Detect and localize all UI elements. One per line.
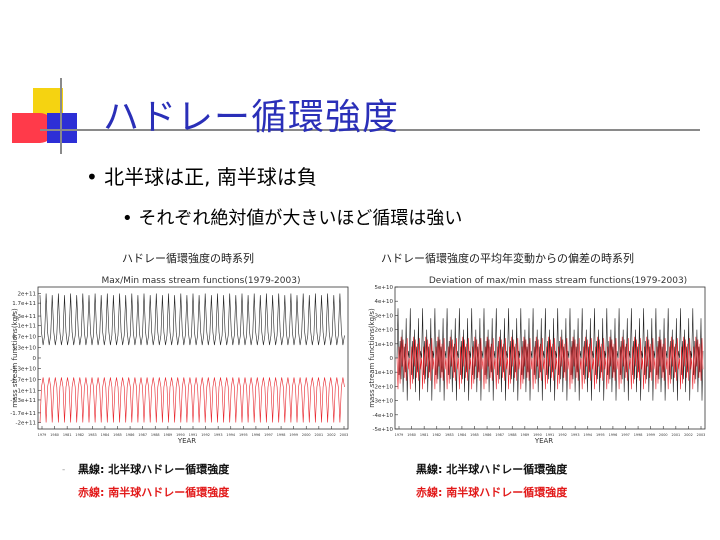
- y-tick-label: -3.3e+10: [10, 367, 36, 373]
- x-tick-label: 1983: [445, 433, 454, 437]
- y-tick-label: 2e+10: [375, 328, 394, 334]
- y-tick-label: -3e+10: [373, 399, 394, 405]
- decor-blue-square: [47, 113, 77, 143]
- x-tick-label: 1996: [252, 433, 261, 437]
- y-tick-label: 3.3e+10: [12, 345, 36, 351]
- plot-frame: [37, 286, 349, 430]
- x-axis-label: YEAR: [177, 437, 196, 445]
- x-tick-label: 1990: [533, 433, 542, 437]
- x-tick-label: 1997: [621, 433, 630, 437]
- x-tick-label: 1994: [226, 433, 235, 437]
- x-tick-label: 2000: [659, 433, 668, 437]
- x-tick-label: 1988: [151, 433, 160, 437]
- x-tick-label: 1984: [101, 433, 110, 437]
- x-tick-label: 1982: [75, 433, 84, 437]
- y-axis-label: mass stream functions(kg/s): [368, 308, 376, 408]
- x-tick-label: 1985: [470, 433, 479, 437]
- x-tick-label: 1992: [201, 433, 210, 437]
- x-tick-label: 1994: [583, 433, 592, 437]
- x-tick-label: 1999: [289, 433, 298, 437]
- y-tick-label: -1e+11: [16, 388, 36, 394]
- x-tick-label: 1981: [63, 433, 72, 437]
- left-chart-caption: ハドレー循環強度の時系列: [122, 252, 254, 265]
- x-tick-label: 2003: [340, 433, 349, 437]
- x-tick-label: 1987: [495, 433, 504, 437]
- x-tick-label: 1981: [420, 433, 429, 437]
- y-tick-label: 2e+11: [18, 291, 37, 297]
- y-tick-label: -6.7e+10: [10, 378, 36, 384]
- x-tick-label: 1991: [189, 433, 198, 437]
- y-tick-label: -1e+10: [373, 370, 394, 376]
- x-tick-label: 1979: [395, 433, 404, 437]
- y-tick-label: 4e+10: [375, 299, 394, 305]
- sh-hadley-line: [39, 377, 345, 423]
- y-tick-label: 0: [33, 356, 37, 362]
- x-tick-label: 1989: [164, 433, 173, 437]
- x-tick-label: 1987: [138, 433, 147, 437]
- x-tick-label: 1995: [239, 433, 248, 437]
- y-tick-label: 0: [390, 356, 394, 362]
- x-tick-label: 2001: [672, 433, 681, 437]
- x-tick-label: 1986: [126, 433, 135, 437]
- nh-hadley-line: [39, 293, 345, 346]
- y-tick-label: -5e+10: [373, 427, 394, 433]
- x-tick-label: 2003: [697, 433, 706, 437]
- x-tick-label: 1982: [432, 433, 441, 437]
- x-tick-label: 1995: [596, 433, 605, 437]
- x-tick-label: 1980: [50, 433, 59, 437]
- x-tick-label: 1997: [264, 433, 273, 437]
- chart-title: Max/Min mass stream functions(1979-2003): [102, 276, 301, 286]
- x-axis-label: YEAR: [534, 437, 553, 445]
- y-tick-label: -2e+11: [16, 421, 36, 427]
- y-tick-label: 1.7e+11: [12, 301, 36, 307]
- x-tick-label: 2000: [302, 433, 311, 437]
- x-tick-label: 1991: [546, 433, 555, 437]
- left-legend-nh: 黒線: 北半球ハドレー循環強度: [78, 463, 230, 476]
- x-tick-label: 1996: [609, 433, 618, 437]
- right-legend-nh: 黒線: 北半球ハドレー循環強度: [416, 463, 568, 476]
- y-tick-label: 5e+10: [375, 285, 394, 291]
- x-tick-label: 1998: [634, 433, 643, 437]
- x-tick-label: 1990: [176, 433, 185, 437]
- y-tick-label: -2e+10: [373, 384, 394, 390]
- x-tick-label: 1999: [646, 433, 655, 437]
- x-tick-label: 1993: [571, 433, 580, 437]
- x-tick-label: 1989: [521, 433, 530, 437]
- right-legend-sh: 赤線: 南半球ハドレー循環強度: [416, 486, 568, 499]
- x-tick-label: 1985: [113, 433, 122, 437]
- y-tick-label: -1.3e+11: [10, 398, 36, 404]
- slide-title: ハドレー循環強度: [103, 97, 400, 138]
- y-axis-label: mass stream functions(kg/s): [11, 308, 19, 408]
- x-tick-label: 1979: [38, 433, 47, 437]
- title-underline: [40, 129, 700, 131]
- x-tick-label: 1984: [458, 433, 467, 437]
- chart-title: Deviation of max/min mass stream functio…: [429, 276, 687, 286]
- x-tick-label: 1986: [483, 433, 492, 437]
- x-tick-label: 1980: [407, 433, 416, 437]
- left-legend-sh: 赤線: 南半球ハドレー循環強度: [78, 486, 230, 499]
- right-chart-caption: ハドレー循環強度の平均年変動からの偏差の時系列: [381, 252, 634, 265]
- hadley-strength-timeseries-chart: Max/Min mass stream functions(1979-2003)…: [10, 276, 349, 445]
- legend-dash-mark: -: [62, 465, 66, 475]
- y-tick-label: -4e+10: [373, 413, 394, 419]
- sh-deviation-line: [396, 336, 704, 390]
- bullet-hemisphere-sign: • 北半球は正, 南半球は負: [86, 165, 317, 189]
- y-tick-label: -1.7e+11: [10, 411, 36, 417]
- bullet-strength-note: • それぞれ絶対値が大きいほど循環は強い: [122, 208, 463, 229]
- x-tick-label: 1988: [508, 433, 517, 437]
- x-tick-label: 2002: [684, 433, 693, 437]
- y-tick-label: 1.3e+11: [12, 314, 36, 320]
- x-tick-label: 1998: [277, 433, 286, 437]
- x-tick-label: 1992: [558, 433, 567, 437]
- hadley-deviation-timeseries-chart: Deviation of max/min mass stream functio…: [368, 276, 706, 445]
- x-tick-label: 2001: [315, 433, 324, 437]
- x-tick-label: 2002: [327, 433, 336, 437]
- y-tick-label: 1e+10: [375, 342, 394, 348]
- y-tick-label: 6.7e+10: [12, 334, 36, 340]
- x-tick-label: 1993: [214, 433, 223, 437]
- decor-vertical-line: [60, 78, 62, 154]
- y-tick-label: 3e+10: [375, 313, 394, 319]
- y-tick-label: 1e+11: [18, 324, 37, 330]
- x-tick-label: 1983: [88, 433, 97, 437]
